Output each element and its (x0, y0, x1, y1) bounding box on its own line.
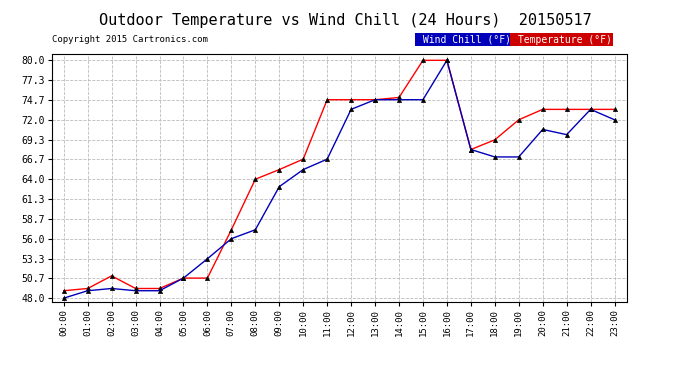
Text: Copyright 2015 Cartronics.com: Copyright 2015 Cartronics.com (52, 34, 208, 44)
Text: Outdoor Temperature vs Wind Chill (24 Hours)  20150517: Outdoor Temperature vs Wind Chill (24 Ho… (99, 13, 591, 28)
Text: Wind Chill (°F): Wind Chill (°F) (417, 34, 511, 45)
Text: Temperature (°F): Temperature (°F) (511, 34, 611, 45)
